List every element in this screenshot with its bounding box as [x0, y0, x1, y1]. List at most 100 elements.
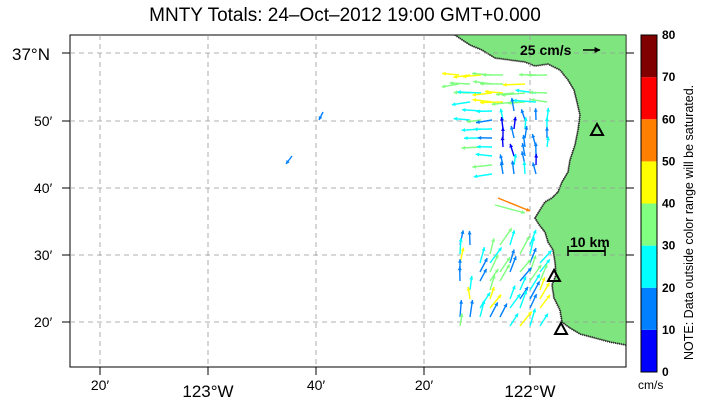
- current-vector-head: [513, 98, 517, 103]
- lat-label-40: 40′: [34, 180, 53, 196]
- lon-label-40: 40′: [307, 377, 326, 393]
- colorbar-segment: [641, 203, 657, 246]
- current-vector-head: [457, 266, 462, 271]
- current-vector-head: [521, 134, 526, 139]
- saturation-note: NOTE: Data outside color range will be s…: [682, 84, 696, 360]
- current-vector: [494, 204, 526, 214]
- current-vector-head: [500, 136, 505, 141]
- current-vector: [457, 91, 482, 94]
- current-vector-head: [461, 107, 466, 112]
- current-vector-head: [441, 84, 446, 89]
- scale-bar: 10 km: [567, 234, 610, 256]
- current-vector-head: [472, 71, 476, 76]
- current-vector-head: [491, 274, 496, 279]
- current-vector-head: [520, 151, 525, 156]
- current-vector-head: [480, 100, 484, 105]
- current-vector-head: [544, 127, 549, 131]
- current-vector: [497, 197, 531, 212]
- current-vector-head: [510, 97, 515, 102]
- current-vector-head: [466, 286, 471, 291]
- scale-bar-label: 10 km: [570, 234, 610, 250]
- current-vector-head: [475, 152, 480, 157]
- colorbar-segment: [641, 161, 657, 204]
- current-vector-head: [461, 145, 466, 150]
- current-vector-head: [523, 117, 528, 121]
- colorbar-segment: [641, 329, 657, 372]
- colorbar-tick: 20: [662, 281, 676, 295]
- current-vector-head: [522, 276, 527, 281]
- lon-label-122w: 122°W: [504, 382, 555, 401]
- current-vector-head: [513, 153, 518, 158]
- current-vector-head: [546, 107, 551, 112]
- current-vector-head: [523, 290, 528, 295]
- current-vector-head: [514, 313, 519, 318]
- map-title: MNTY Totals: 24–Oct–2012 19:00 GMT+0.000: [149, 5, 541, 26]
- current-vector-head: [499, 161, 504, 166]
- current-vector-head: [473, 79, 477, 84]
- current-vector-head: [500, 127, 505, 131]
- current-vector: [512, 99, 537, 103]
- current-vector-head: [481, 300, 486, 305]
- current-vector-head: [546, 259, 550, 264]
- reference-vector-label: 25 cm/s: [520, 42, 572, 58]
- current-vector-head: [502, 82, 507, 87]
- current-vector-head: [506, 257, 510, 262]
- lon-label-123w: 123°W: [182, 382, 233, 401]
- current-vector-head: [510, 125, 514, 130]
- current-vector-head: [458, 238, 463, 242]
- current-vector-head: [459, 300, 464, 304]
- current-vectors: [285, 71, 553, 327]
- current-vector-head: [451, 102, 456, 107]
- current-vector-head: [491, 102, 496, 106]
- current-vector-head: [494, 254, 499, 259]
- lat-label-30: 30′: [34, 247, 53, 263]
- current-vector-head: [544, 117, 549, 121]
- plot-frame: [69, 34, 627, 368]
- colorbar-tick: 0: [662, 365, 669, 379]
- colorbar-tick: 80: [662, 28, 676, 42]
- current-vector-head: [476, 109, 480, 114]
- current-vector-head: [473, 127, 478, 132]
- current-vector-head: [472, 97, 477, 102]
- current-vector-head: [442, 71, 446, 76]
- current-vector-head: [286, 160, 290, 164]
- current-vector-head: [506, 264, 510, 269]
- current-vector-head: [513, 116, 518, 121]
- current-vector-head: [527, 259, 531, 264]
- current-vector-head: [511, 230, 516, 235]
- current-vector-head: [467, 230, 472, 235]
- colorbar-segment: [641, 35, 657, 78]
- latitude-labels: 37°N 50′ 40′ 30′ 20′: [12, 45, 53, 330]
- current-vector-head: [526, 207, 530, 212]
- current-vector-head: [472, 92, 477, 97]
- current-vector-head: [499, 117, 504, 121]
- current-vector-head: [533, 294, 537, 299]
- current-vector-head: [477, 135, 482, 140]
- colorbar-segment: [641, 287, 657, 330]
- current-vector-head: [501, 92, 506, 97]
- current-vector-head: [508, 228, 512, 233]
- current-vector-head: [494, 302, 498, 307]
- current-vector-head: [525, 236, 530, 241]
- current-vector-head: [531, 134, 536, 138]
- current-vector-head: [519, 72, 523, 77]
- current-vector-head: [318, 115, 323, 120]
- current-vector-head: [515, 88, 520, 93]
- current-vector-head: [491, 286, 495, 291]
- current-vector-head: [533, 108, 538, 112]
- site-markers: [546, 121, 605, 335]
- lat-label-20: 20′: [34, 314, 53, 330]
- colorbar: [640, 34, 658, 373]
- current-vector-head: [494, 268, 499, 273]
- current-vector-head: [475, 120, 480, 125]
- colorbar-units: cm/s: [638, 378, 664, 392]
- lon-label-20b: 20′: [415, 377, 434, 393]
- current-vector-head: [486, 292, 491, 297]
- current-vector-head: [481, 247, 486, 252]
- current-vector-head: [537, 264, 542, 269]
- current-vector-head: [469, 299, 474, 304]
- current-vector-head: [541, 277, 546, 282]
- current-vector-head: [497, 247, 502, 252]
- current-vector-head: [521, 143, 526, 147]
